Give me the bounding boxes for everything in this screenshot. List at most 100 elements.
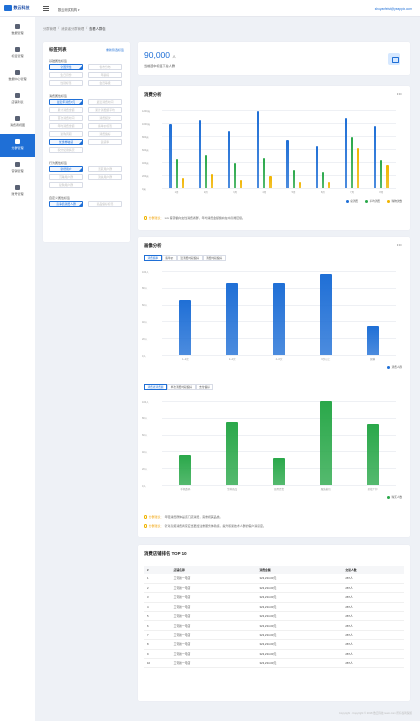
logo: 数云科技 — [4, 5, 30, 11]
bar-购买人数 — [226, 422, 239, 485]
table-row[interactable]: 4 工号新一号店 323,234.00元 287人 — [144, 602, 404, 613]
org-selector[interactable]: 数云测试机构 ▾ — [58, 7, 80, 12]
chart-tab[interactable]: 单次消费时段偏好 — [167, 384, 196, 390]
portrait-analysis-card: 画像分析 ••• 消费频率 客单价 近消费时段偏好 消费时段偏好 100人 80人 60人… — [138, 237, 410, 537]
y-tick-label: 100人 — [142, 270, 149, 274]
tag-chip[interactable]: 新增用户 — [49, 166, 83, 172]
x-tick-label: 1~2次 — [182, 358, 189, 361]
table-row[interactable]: 8 工号新一号店 323,234.00元 287人 — [144, 639, 404, 650]
bar-总消费 — [198, 119, 201, 188]
tag-chip[interactable]: 累计消费金额 — [49, 107, 83, 113]
tag-chip[interactable]: 复购周期 — [49, 131, 83, 137]
sidebar-item[interactable]: 店铺列表 — [0, 88, 35, 111]
tag-chip[interactable]: 活跃用户群 — [88, 166, 122, 172]
sidebar-item[interactable]: 数据中心管理 — [0, 65, 35, 88]
bar-平均消费 — [204, 154, 207, 188]
bar-购物次数 — [181, 178, 184, 188]
menu-toggle-icon[interactable] — [43, 6, 49, 11]
table-row[interactable]: 5 工号新一号店 323,234.00元 287人 — [144, 611, 404, 622]
breadcrumb-item[interactable]: 消费者分群管理 — [61, 27, 85, 31]
legend-item: 消费人群 — [387, 365, 402, 369]
sidebar-item[interactable]: 营销管理 — [0, 157, 35, 180]
chart-tab[interactable]: 消费频率 — [144, 255, 162, 261]
sidebar-item-label: 数据中心管理 — [8, 77, 27, 81]
y-tick-label: 1000元 — [142, 122, 151, 126]
legend-swatch — [387, 365, 391, 369]
table-cell: 工号新一号店 — [170, 630, 257, 641]
tag-chip[interactable]: 流失用户群 — [88, 174, 122, 180]
chart-tab[interactable]: 近消费时段偏好 — [176, 255, 203, 261]
table-cell: 287人 — [342, 639, 404, 650]
portrait-tip-1: 分群建议： 年轻消费群体是该门店消费，需重视其品类。 — [144, 515, 222, 519]
tag-chip[interactable]: 复购用户群 — [49, 182, 83, 188]
logo-mark-icon — [4, 5, 12, 11]
table-row[interactable]: 1 工号新一号店 323,234.00元 287人 — [144, 574, 404, 584]
sidebar-item[interactable]: 数据管理 — [0, 19, 35, 42]
tag-chip[interactable]: 高净值消费人群 — [49, 201, 83, 207]
x-tick-label: 3月 — [233, 191, 238, 194]
bar-购物次数 — [298, 181, 301, 188]
ranking-table: # 店铺名称 消费金额 交易人数 1 工号新一号店 323,234.00元 287人 2 工号新… — [144, 566, 404, 669]
tag-chip[interactable]: 客单价标签 — [88, 123, 122, 129]
x-tick-label: 7月 — [350, 191, 355, 194]
tag-chip[interactable]: 累计消费额平均 — [88, 107, 122, 113]
table-cell: 323,234.00元 — [256, 649, 343, 660]
sidebar-item[interactable]: 分群管理 — [0, 134, 35, 157]
consume-title: 消费分析 — [144, 92, 162, 97]
tag-chip[interactable]: 年龄段 — [88, 72, 122, 78]
chart-tab[interactable]: 支付偏好 — [195, 384, 214, 390]
tag-chip[interactable]: 优惠券敏感 — [49, 139, 83, 145]
portrait-title: 画像分析 — [144, 243, 162, 248]
tag-chip[interactable]: 退货率 — [88, 139, 122, 145]
chart-tab[interactable]: 消费者消费额 — [144, 384, 168, 390]
table-row[interactable]: 3 工号新一号店 323,234.00元 287人 — [144, 592, 404, 603]
marketing-icon — [15, 162, 20, 167]
table-row[interactable]: 10 工号新一号店 323,234.00元 287人 — [144, 658, 404, 669]
bar-平均消费 — [351, 137, 354, 188]
tag-chip[interactable]: 生日月份 — [49, 72, 83, 78]
tag-chip[interactable]: 沉睡用户群 — [49, 174, 83, 180]
table-row[interactable]: 2 工号新一号店 323,234.00元 287人 — [144, 583, 404, 594]
tag-chip[interactable]: 全国男性 — [49, 64, 83, 70]
tag-chip[interactable]: 消费频次 — [88, 115, 122, 121]
tag-chip[interactable]: 省市分布 — [88, 64, 122, 70]
tag-chip[interactable]: 商品偏好标签 — [88, 201, 122, 207]
sidebar-item[interactable]: 标签管理 — [0, 42, 35, 65]
chart-tab[interactable]: 消费时段偏好 — [202, 255, 226, 261]
table-cell: 323,234.00元 — [256, 583, 343, 594]
more-options-icon[interactable]: ••• — [396, 242, 402, 247]
tag-chip[interactable]: 最近年消费0元 — [49, 99, 83, 105]
y-tick-label: 80人 — [142, 287, 148, 291]
table-cell: 287人 — [342, 630, 404, 641]
more-options-icon[interactable]: ••• — [396, 91, 402, 96]
tag-group-title: 行为属性标签 — [49, 161, 68, 165]
sidebar-item[interactable]: 消费者视图 — [0, 111, 35, 134]
tag-chip[interactable]: 会员等级 — [88, 80, 122, 86]
consume-tip: 分群建议： xxx 客源偏向女性消费者群，年均消费金额偏向在中高端层级。 — [144, 216, 245, 220]
y-tick-label: 200元 — [142, 174, 149, 178]
tag-chip[interactable]: 年均消费金额 — [49, 123, 83, 129]
chart-tab[interactable]: 客单价 — [161, 255, 177, 261]
account-icon — [15, 185, 20, 190]
tag-chip[interactable]: 首次消费时间 — [49, 115, 83, 121]
table-row[interactable]: 6 工号新一号店 323,234.00元 287人 — [144, 620, 404, 631]
table-cell: 工号新一号店 — [170, 574, 257, 584]
tag-chip[interactable]: 性别标签 — [49, 80, 83, 86]
table-cell: 323,234.00元 — [256, 630, 343, 641]
reselect-tags-button[interactable]: 重新筛选标签 — [105, 48, 124, 52]
bar-购买人数 — [273, 458, 285, 485]
legend-label: 平均消费 — [369, 200, 380, 203]
tag-chip[interactable]: 消费偏好 — [88, 131, 122, 137]
table-cell: 工号新一号店 — [170, 611, 257, 622]
table-row[interactable]: 7 工号新一号店 323,234.00元 287人 — [144, 630, 404, 641]
table-row[interactable]: 9 工号新一号店 323,234.00元 287人 — [144, 649, 404, 660]
tag-chip[interactable]: 最近消费时间 — [88, 99, 122, 105]
stat-label: 当前选中标签下总人群 — [144, 64, 175, 68]
breadcrumb-item[interactable]: 分群管理 — [43, 27, 57, 31]
tag-chip[interactable]: 积分使用情况 — [49, 147, 83, 153]
sidebar-item[interactable]: 账号管理 — [0, 180, 35, 203]
store-icon — [15, 93, 20, 98]
user-email[interactable]: shuyanfeist@yeappix.com — [374, 6, 412, 11]
legend-label: 购买人数 — [391, 496, 402, 499]
calendar-icon — [388, 53, 400, 65]
